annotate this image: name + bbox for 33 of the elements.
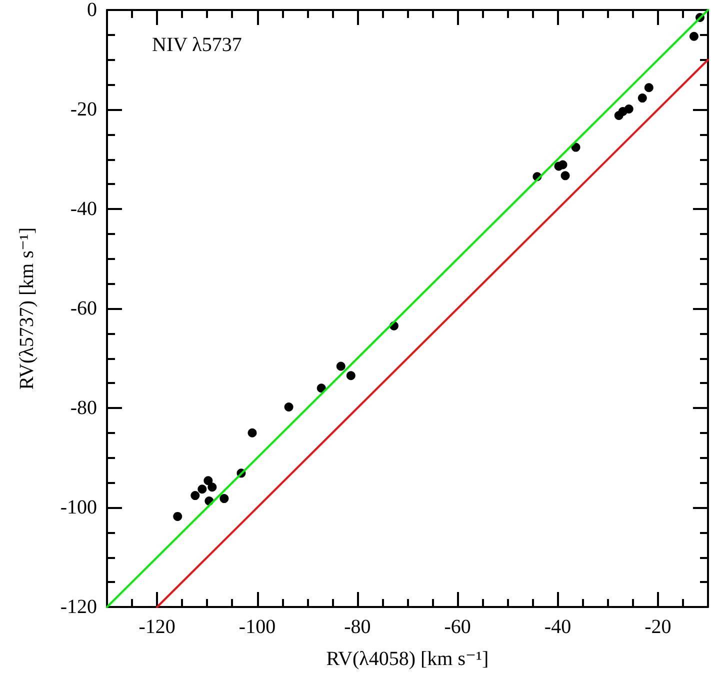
annotation: NIV λ5737	[152, 34, 242, 56]
x-tick-label: -20	[644, 616, 672, 638]
y-axis-title: RV(λ5737) [km s⁻¹]	[16, 227, 38, 390]
point	[173, 512, 182, 521]
point	[316, 384, 326, 393]
y-tick-label: -60	[70, 298, 97, 320]
y-tick-label: -40	[70, 198, 97, 220]
y-tick-label: -100	[60, 496, 97, 518]
point	[208, 482, 217, 492]
point	[248, 428, 257, 438]
point	[644, 83, 654, 92]
point	[689, 32, 698, 41]
x-tick-label: -60	[444, 616, 471, 638]
point	[190, 491, 200, 500]
point	[638, 94, 647, 103]
point	[204, 476, 213, 486]
point	[336, 362, 346, 371]
x-axis-title: RV(λ4058) [km s⁻¹]	[326, 648, 489, 670]
x-tick-label: -100	[238, 616, 276, 638]
y-tick-label: -20	[70, 98, 97, 120]
point	[346, 371, 356, 380]
y-tick-label: -120	[60, 596, 97, 618]
y-tick-label: -80	[70, 397, 97, 419]
point	[198, 484, 207, 494]
x-tick-label: -40	[544, 616, 572, 638]
x-tick-label: -120	[138, 616, 176, 638]
point	[220, 494, 229, 504]
point	[560, 171, 570, 180]
point	[284, 402, 294, 412]
point	[614, 110, 624, 120]
y-tick-label: 0	[87, 0, 97, 21]
x-tick-label: -80	[344, 616, 371, 638]
point	[554, 162, 564, 171]
